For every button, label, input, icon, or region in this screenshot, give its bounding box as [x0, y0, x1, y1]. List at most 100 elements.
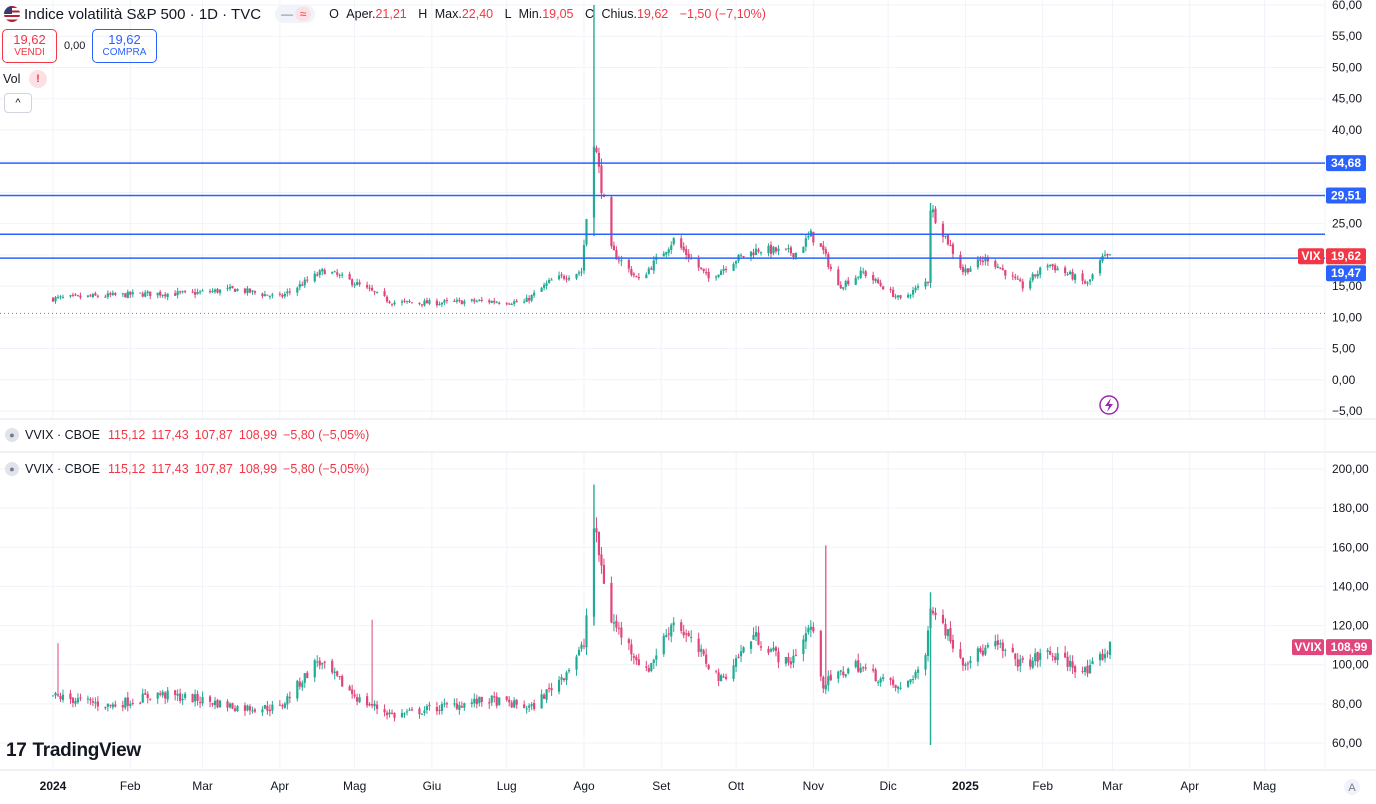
buy-label: COMPRA [102, 47, 147, 58]
candle-body [655, 655, 658, 660]
candle-body [595, 147, 598, 153]
candle-body [632, 656, 635, 658]
candle-body [1083, 667, 1087, 672]
candle-body [767, 245, 770, 254]
candle-body [650, 662, 653, 671]
candle-body [540, 694, 543, 709]
line-icon[interactable]: — [281, 7, 294, 21]
candle-body [966, 268, 970, 273]
candle-body [1088, 279, 1092, 282]
tradingview-logo[interactable]: 17 TradingView [6, 740, 141, 762]
candle-body [193, 694, 197, 702]
candles-vvix [51, 517, 1112, 722]
candle-body [498, 697, 501, 705]
sell-button[interactable]: 19,62 VENDI [2, 29, 57, 63]
candle-body [1106, 253, 1109, 256]
candle-body [752, 252, 755, 256]
candle-body [71, 697, 75, 703]
candle-body [1098, 654, 1102, 661]
candle-body [575, 274, 578, 279]
candle-body [774, 247, 778, 252]
eye-icon[interactable]: ● [5, 428, 19, 442]
candle-body [126, 291, 129, 298]
candle-body [208, 291, 212, 293]
candle-body [179, 291, 182, 293]
candle-body [383, 709, 386, 713]
buy-price: 19,62 [108, 32, 141, 47]
candle-body [829, 266, 832, 270]
candle-body [1101, 653, 1104, 660]
candle-body [842, 287, 845, 289]
candle-body [934, 208, 937, 223]
candle-body [914, 672, 917, 678]
candle-body [749, 641, 753, 649]
compare-icon[interactable]: ≈ [295, 7, 312, 21]
candle-body [647, 668, 650, 672]
price-tick-label: 0,00 [1332, 373, 1356, 387]
candle-body [405, 300, 409, 302]
volume-label[interactable]: Vol [3, 72, 21, 86]
candle-body [533, 292, 536, 296]
candles-vix [51, 145, 1112, 308]
candle-body [69, 693, 72, 700]
candle-body [981, 650, 984, 656]
candle-body [79, 697, 82, 699]
candle-body [543, 284, 546, 288]
candle-body [667, 633, 670, 635]
candle-body [787, 657, 790, 663]
candle-body [233, 708, 237, 712]
candle-body [428, 300, 431, 304]
price-tick-label: 10,00 [1332, 310, 1362, 324]
candle-body [375, 704, 379, 709]
candle-body [455, 703, 458, 709]
candle-body [565, 278, 568, 280]
candle-body [383, 291, 386, 296]
candle-body [445, 703, 448, 705]
candle-body [91, 701, 94, 703]
candle-body [164, 692, 167, 699]
candle-body [388, 301, 391, 304]
candle-body [759, 252, 763, 254]
vvix-pane-legend[interactable]: ● VVIX · CBOE 115,12 117,43 107,87 108,9… [5, 462, 375, 476]
candle-body [749, 251, 753, 257]
vvix-name: VVIX · CBOE [25, 428, 101, 442]
close-label: Chius. [601, 7, 637, 21]
warning-icon[interactable]: ! [29, 70, 47, 88]
buy-button[interactable]: 19,62 COMPRA [92, 29, 157, 63]
candle-body [505, 303, 508, 305]
chart-style-pill[interactable]: — ≈ [275, 5, 316, 23]
series-name-badge-bg [1292, 639, 1324, 656]
vvix-overlay-legend[interactable]: ● VVIX · CBOE 115,12 117,43 107,87 108,9… [5, 428, 375, 442]
eye-icon[interactable]: ● [5, 462, 19, 476]
candle-body [248, 288, 252, 293]
close-key: C [584, 7, 595, 21]
candle-body [739, 255, 743, 257]
candle-body [1019, 659, 1022, 667]
auto-scale-button[interactable]: A [1344, 779, 1360, 795]
candle-body [1066, 273, 1069, 275]
hline-badge-bg [1326, 155, 1366, 172]
candle-body [141, 293, 144, 297]
candle-body [652, 659, 655, 663]
candle-body [478, 696, 481, 704]
candle-body [373, 291, 376, 293]
candle-body [577, 649, 581, 656]
candle-body [705, 272, 708, 274]
candle-body [1091, 274, 1094, 280]
collapse-legend-button[interactable]: ^ [4, 93, 32, 113]
candle-body [547, 280, 551, 283]
candle-body [872, 275, 875, 281]
lightning-icon[interactable] [1099, 395, 1119, 415]
candle-body [959, 649, 962, 658]
candle-body [996, 266, 999, 269]
candle-body [525, 297, 528, 302]
candle-body [74, 700, 77, 704]
symbol-title[interactable]: Indice volatilità S&P 500 · 1D · TVC [24, 5, 262, 23]
candle-body [969, 660, 972, 664]
series-name-badge-bg [1298, 248, 1324, 265]
candle-body [488, 300, 491, 303]
vvix-high: 117,43 [151, 462, 189, 476]
time-tick-label: Ago [573, 779, 595, 793]
candle-body [620, 260, 623, 262]
